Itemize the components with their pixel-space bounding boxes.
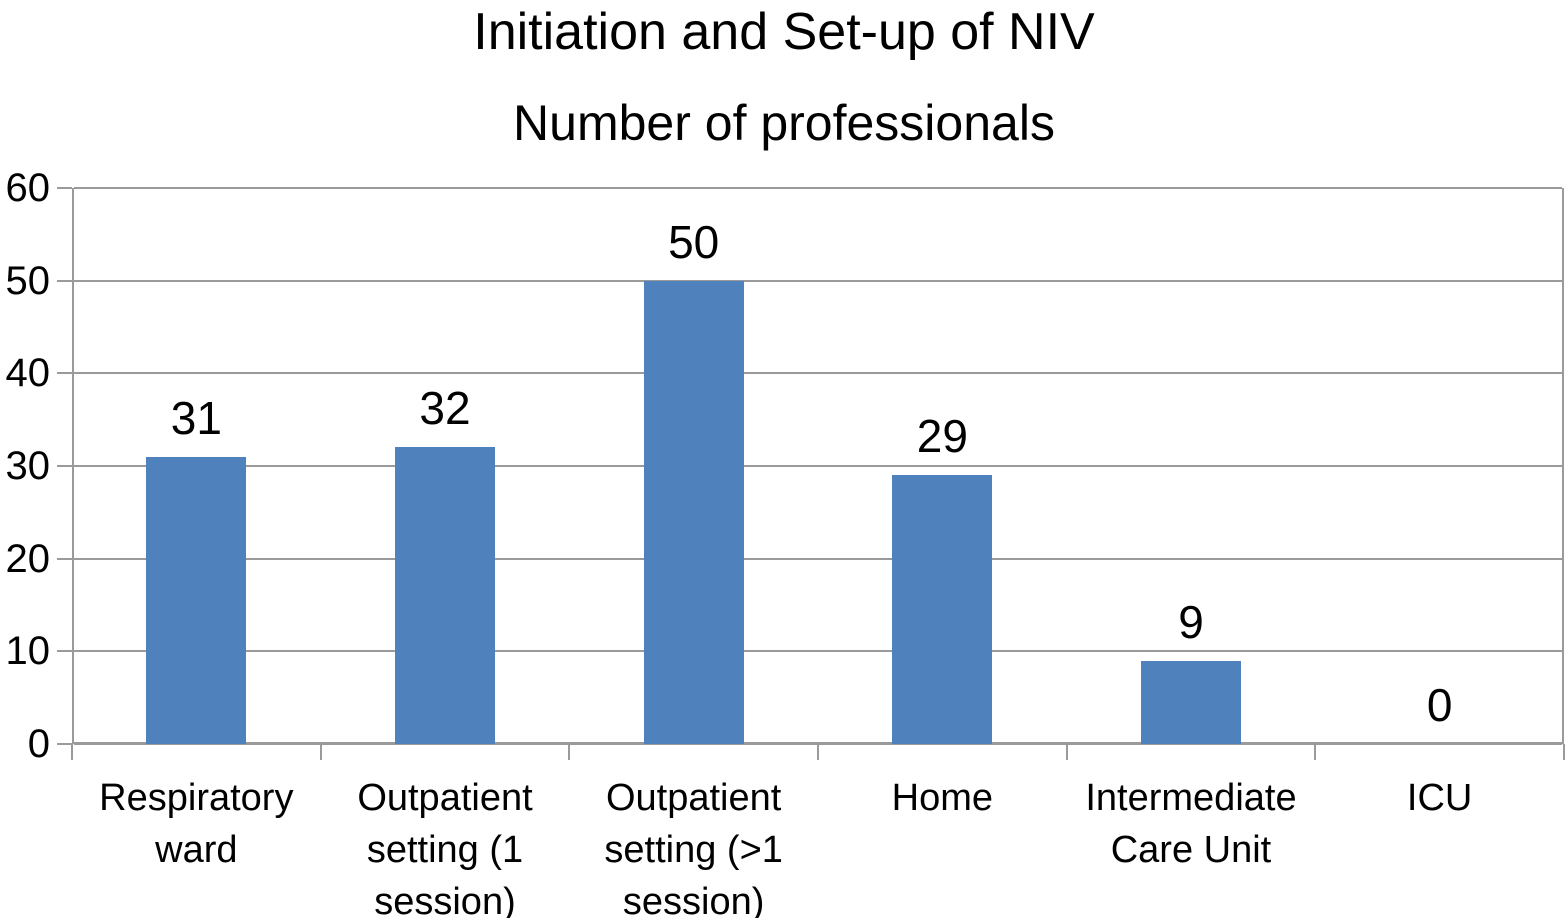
y-tick-label: 0 [27, 722, 50, 766]
y-tick-label: 40 [5, 351, 51, 396]
x-axis-tick [319, 744, 322, 760]
bar-value-label: 31 [170, 391, 222, 444]
bar-value-label: 0 [1426, 679, 1453, 731]
x-axis-tick [71, 744, 73, 760]
gridline [74, 557, 1562, 560]
x-axis-tick [1065, 744, 1068, 760]
x-axis-line [74, 742, 1562, 744]
chart-subtitle: Number of professionals [513, 95, 1055, 151]
y-axis-tick [57, 187, 72, 189]
y-axis-tick [57, 743, 72, 745]
x-category-label: ICU [1406, 777, 1473, 819]
y-axis-tick [57, 465, 72, 467]
bar-value-label: 32 [419, 382, 471, 435]
y-tick-label: 50 [5, 258, 51, 303]
gridline [74, 279, 1562, 282]
x-axis-tick [1314, 744, 1317, 760]
y-axis-tick [57, 557, 72, 560]
bar-value-label: 29 [916, 410, 968, 463]
x-category-label: Intermediate Care Unit [1085, 777, 1297, 871]
y-tick-label: 20 [5, 536, 51, 581]
gridline [74, 650, 1562, 653]
gridline [74, 187, 1562, 189]
x-category-label: Respiratory ward [99, 777, 294, 871]
bar [395, 447, 495, 744]
bar-value-label: 50 [668, 215, 720, 268]
gridline [74, 372, 1562, 375]
x-category-label: Home [891, 777, 994, 819]
x-axis-tick [1563, 744, 1565, 760]
x-category-label: Outpatient setting (1 session) [357, 777, 533, 918]
gridline [74, 465, 1562, 467]
y-axis-tick [57, 372, 72, 375]
bar [643, 280, 744, 744]
plot-area [72, 187, 1564, 745]
y-axis-tick [57, 279, 72, 282]
chart-title: Initiation and Set-up of NIV [473, 3, 1095, 61]
x-axis-tick [817, 744, 819, 760]
x-axis-tick [568, 744, 571, 760]
bar [146, 456, 247, 744]
bar [892, 475, 993, 744]
y-tick-label: 30 [5, 444, 51, 488]
bar [1141, 660, 1241, 744]
y-tick-label: 60 [5, 166, 51, 210]
x-category-label: Outpatient setting (>1 session) [604, 777, 783, 918]
y-tick-label: 10 [5, 629, 51, 674]
bar-value-label: 9 [1178, 595, 1204, 648]
y-axis-tick [57, 650, 72, 653]
